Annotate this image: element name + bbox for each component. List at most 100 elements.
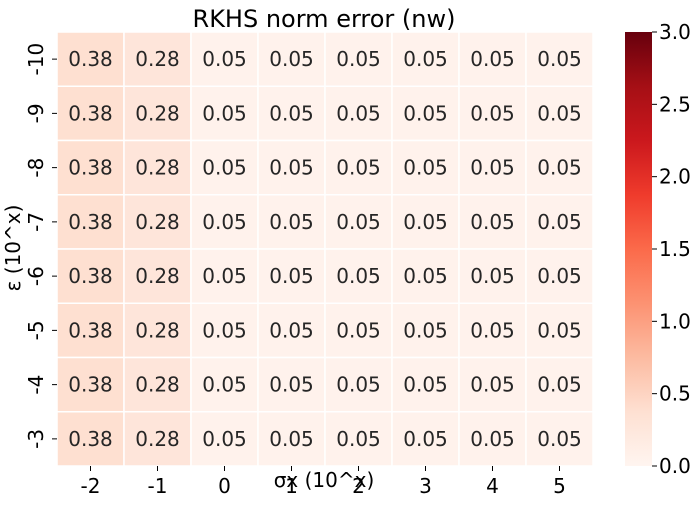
cell-value-label: 0.05	[269, 373, 314, 397]
cell-value-label: 0.05	[336, 210, 381, 234]
cell-value-label: 0.05	[537, 427, 582, 451]
cell-value-label: 0.05	[269, 101, 314, 125]
colorbar-tick-label: 0.0	[659, 454, 691, 478]
heatmap-cell	[123, 139, 192, 196]
cell-value-label: 0.05	[537, 264, 582, 288]
cell-value-label: 0.05	[336, 373, 381, 397]
cell-value-label: 0.05	[202, 101, 247, 125]
cell-value-label: 0.05	[537, 156, 582, 180]
cell-value-label: 0.28	[135, 101, 180, 125]
y-tick-label: -8	[24, 158, 48, 178]
cell-value-label: 0.05	[537, 373, 582, 397]
cell-value-label: 0.28	[135, 427, 180, 451]
cell-value-label: 0.05	[336, 156, 381, 180]
y-tick-label: -9	[24, 103, 48, 123]
cell-value-label: 0.05	[470, 264, 515, 288]
heatmap-cell	[324, 194, 393, 250]
cell-value-label: 0.38	[68, 318, 113, 342]
heatmap-cell	[525, 31, 594, 87]
cell-value-label: 0.28	[135, 47, 180, 71]
cell-value-label: 0.05	[470, 318, 515, 342]
heatmap-cell	[324, 411, 393, 467]
cell-value-label: 0.38	[68, 47, 113, 71]
cell-value-label: 0.28	[135, 156, 180, 180]
colorbar-tick-label: 0.5	[659, 382, 691, 406]
x-tick-label: -2	[81, 474, 101, 498]
y-tick-label: -3	[24, 429, 48, 449]
heatmap-cell	[525, 356, 594, 413]
y-tick-label: -6	[24, 266, 48, 286]
cell-value-label: 0.05	[336, 264, 381, 288]
heatmap-cells: 0.38 0.28 0.05 0.05 0.05 0.05 0.05 0.05 0.38 0.28…	[56, 31, 594, 467]
cell-value-label: 0.05	[470, 101, 515, 125]
colorbar-ticks: 0.0 0.5 1.0 1.5 2.0 2.5 3.0	[652, 20, 691, 478]
cell-value-label: 0.05	[470, 373, 515, 397]
cell-value-label: 0.05	[269, 210, 314, 234]
x-tick-label: 3	[419, 474, 432, 498]
cell-value-label: 0.28	[135, 264, 180, 288]
colorbar-tick-label: 1.5	[659, 237, 691, 261]
cell-value-label: 0.05	[269, 427, 314, 451]
cell-value-label: 0.05	[202, 47, 247, 71]
cell-value-label: 0.05	[470, 210, 515, 234]
cell-value-label: 0.28	[135, 373, 180, 397]
y-axis-label: ε (10^x)	[1, 205, 25, 292]
cell-value-label: 0.05	[336, 318, 381, 342]
heatmap-cell	[123, 85, 192, 142]
cell-value-label: 0.05	[269, 264, 314, 288]
cell-value-label: 0.05	[202, 427, 247, 451]
cell-value-label: 0.05	[202, 264, 247, 288]
cell-value-label: 0.05	[403, 101, 448, 125]
heatmap-cell	[458, 302, 527, 359]
colorbar-tick-label: 3.0	[659, 20, 691, 44]
cell-value-label: 0.38	[68, 264, 113, 288]
cell-value-label: 0.05	[537, 210, 582, 234]
heatmap-cell	[391, 139, 460, 196]
x-tick-label: 5	[553, 474, 566, 498]
cell-value-label: 0.38	[68, 101, 113, 125]
x-tick-label: 0	[218, 474, 231, 498]
cell-value-label: 0.38	[68, 156, 113, 180]
heatmap-cell	[391, 356, 460, 413]
cell-value-label: 0.05	[470, 47, 515, 71]
heatmap-cell	[525, 411, 594, 467]
cell-value-label: 0.05	[537, 318, 582, 342]
cell-value-label: 0.38	[68, 373, 113, 397]
heatmap-cell	[324, 302, 393, 359]
heatmap-cell	[257, 194, 326, 250]
cell-value-label: 0.05	[202, 318, 247, 342]
x-tick-labels: -2 -1 0 1 2 3 4 5	[81, 466, 566, 498]
heatmap-cell	[190, 411, 259, 467]
heatmap-cell	[525, 85, 594, 142]
cell-value-label: 0.05	[403, 373, 448, 397]
x-tick-label: 4	[486, 474, 499, 498]
cell-value-label: 0.05	[470, 156, 515, 180]
x-tick-label: 1	[285, 474, 298, 498]
heatmap-cell	[257, 248, 326, 304]
heatmap-cell	[324, 248, 393, 304]
x-tick-label: -1	[148, 474, 168, 498]
cell-value-label: 0.05	[537, 101, 582, 125]
cell-value-label: 0.05	[403, 427, 448, 451]
chart-title: RKHS norm error (nw)	[193, 5, 456, 33]
heatmap-cell	[391, 31, 460, 87]
heatmap-cell	[123, 356, 192, 413]
heatmap-cell	[525, 302, 594, 359]
x-axis-label: σx (10^x)	[274, 468, 375, 492]
cell-value-label: 0.05	[336, 427, 381, 451]
heatmap-cell	[525, 248, 594, 304]
heatmap-cell	[391, 85, 460, 142]
cell-value-label: 0.05	[202, 373, 247, 397]
heatmap-cell	[123, 302, 192, 359]
heatmap-cell	[324, 139, 393, 196]
heatmap-cell	[525, 139, 594, 196]
cell-value-label: 0.05	[269, 156, 314, 180]
heatmap-cell	[257, 85, 326, 142]
colorbar-tick-label: 1.0	[659, 309, 691, 333]
cell-value-label: 0.38	[68, 210, 113, 234]
heatmap-cell	[257, 139, 326, 196]
cell-value-label: 0.05	[403, 318, 448, 342]
y-tick-label: -10	[24, 43, 48, 76]
cell-value-label: 0.05	[403, 156, 448, 180]
